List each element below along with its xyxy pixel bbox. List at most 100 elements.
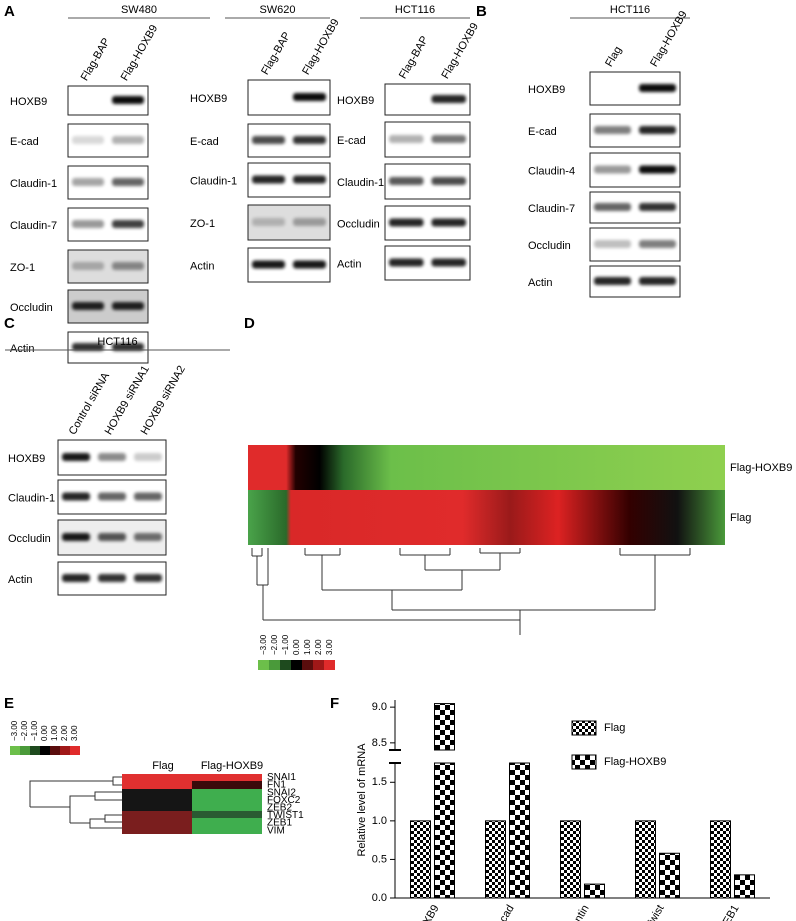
row-label: Flag [730,512,751,524]
band [62,453,90,461]
scale-swatch [302,660,313,670]
x-tick-label: ZEB1 [717,903,741,921]
band [98,533,126,541]
panel-label: B [476,3,487,20]
protein-label: Actin [528,277,552,289]
lane-label: Flag-HOXB9 [119,23,161,83]
band [252,218,285,226]
band [72,220,104,228]
y-tick-label: 0.5 [372,853,387,865]
band [594,277,631,285]
bar [710,820,731,899]
protein-label: Claudin-1 [190,175,237,187]
protein-label: Claudin-7 [528,203,575,215]
scale-label: −1.00 [30,720,39,741]
band [293,175,326,184]
band [389,258,424,267]
band [431,135,466,143]
gene-label: SNAI2 [267,787,296,798]
band [431,95,466,103]
lane-label: Flag-HOXB9 [439,21,481,81]
band [98,453,126,461]
band [431,258,466,267]
band [431,177,466,185]
band [72,136,104,144]
band [389,218,424,227]
bar [434,703,455,751]
bar [584,883,605,899]
band [594,165,631,174]
bar [635,820,656,899]
band [72,262,104,270]
band [112,302,144,310]
panel-label: E [4,695,14,712]
protein-label: HOXB9 [8,453,45,465]
bar [659,852,680,899]
band [98,574,126,582]
scale-label: −2.00 [270,634,279,655]
lane-label: Flag [603,44,624,69]
bar [485,820,506,899]
heatmap-row [248,490,725,545]
scale-swatch [60,746,70,755]
scale-label: −3.00 [10,720,19,741]
scale-swatch [20,746,30,755]
protein-label: Claudin-1 [8,492,55,504]
gene-label: ZEB2 [267,803,292,814]
scale-label: 2.00 [314,639,323,655]
band [72,343,104,351]
band [252,260,285,269]
protein-label: Occludin [528,240,571,252]
gene-label: FN1 [267,780,286,791]
protein-label: E-cad [10,136,39,148]
legend-swatch [571,754,597,770]
band [594,203,631,211]
band [252,175,285,184]
western-blot: SW620 Flag-BAP Flag-HOXB9 HOXB9 E-cad Claudin… [190,4,342,283]
western-blot: HCT116 Flag-BAP Flag-HOXB9 HOXB9 E-cad Claudi… [337,4,481,281]
x-tick-label: Twist [644,903,667,921]
scale-swatch [70,746,80,755]
protein-label: Actin [8,574,32,586]
scale-label: 1.00 [303,639,312,655]
bar [734,874,755,899]
scale-swatch [280,660,291,670]
band [62,574,90,582]
scale-swatch [291,660,302,670]
band [112,262,144,270]
band [639,165,676,174]
y-tick-label: 1.5 [372,776,387,788]
scale-swatch [40,746,50,755]
scale-label: 0.00 [292,639,301,655]
bar [410,820,431,899]
band [134,574,162,582]
band [293,260,326,269]
gene-label: SNAI1 [267,772,296,783]
protein-label: HOXB9 [528,84,565,96]
band [252,136,285,144]
band [72,302,104,310]
legend-label: Flag [604,722,625,734]
gene-label: VIM [267,825,285,836]
protein-label: Actin [337,258,361,270]
band [431,218,466,227]
scale-swatch [10,746,20,755]
dendrogram [29,776,122,829]
scale-label: 0.00 [40,725,49,741]
band [112,96,144,104]
legend-label: Flag-HOXB9 [604,756,666,768]
band [639,203,676,211]
scale-swatch [258,660,269,670]
panel-label: A [4,3,15,20]
cell-line: HCT116 [97,336,137,348]
panel-label: C [4,315,15,332]
scale-label: −3.00 [259,634,268,655]
cell-line: HCT116 [610,4,650,16]
gene-label: FOXC2 [267,795,301,806]
protein-label: HOXB9 [190,93,227,105]
band [112,136,144,144]
bar [560,820,581,899]
band [62,533,90,541]
